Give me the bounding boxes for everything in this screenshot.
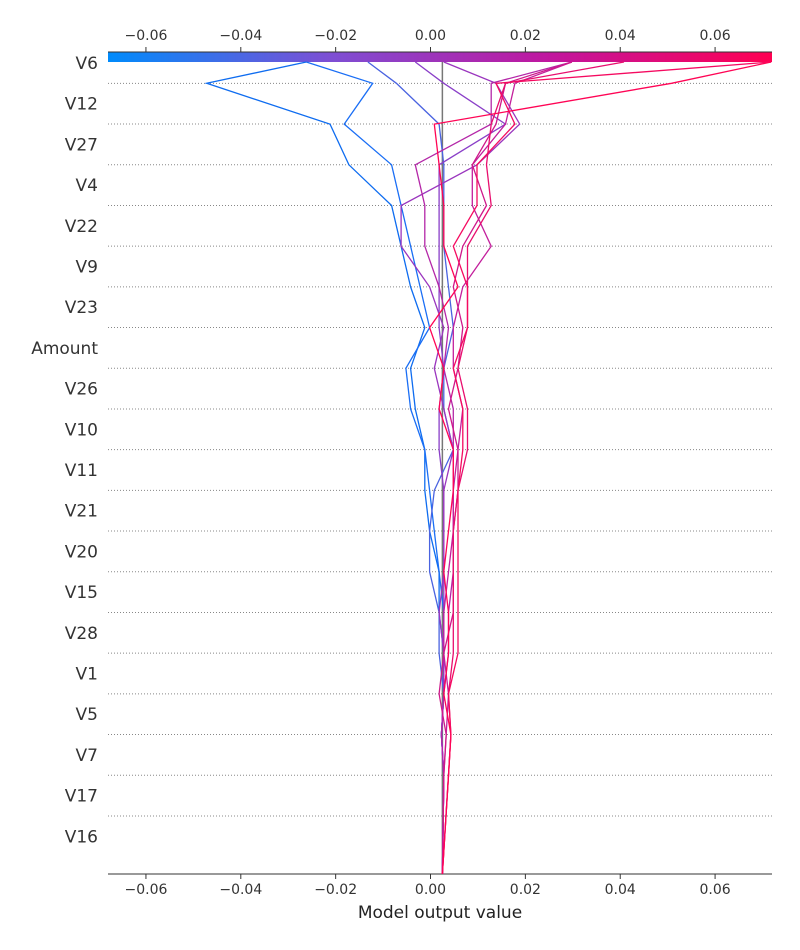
x-tick-label-top: −0.06	[124, 28, 167, 44]
decision-line	[441, 61, 573, 875]
decision-line	[400, 61, 521, 875]
feature-label: V5	[76, 705, 98, 725]
x-tick-label-top: −0.04	[219, 28, 262, 44]
x-tick-label: 0.06	[699, 882, 730, 898]
decision-line	[204, 61, 445, 875]
x-tick-label-top: 0.02	[510, 28, 541, 44]
x-tick-label-top: 0.06	[699, 28, 730, 44]
feature-label: Amount	[31, 339, 98, 359]
feature-label: V6	[76, 54, 98, 74]
x-tick-label: −0.02	[314, 882, 357, 898]
decision-lines	[204, 61, 772, 875]
decision-line	[441, 61, 772, 875]
feature-label: V21	[65, 502, 98, 522]
x-tick-label-top: 0.00	[415, 28, 446, 44]
x-tick-label: −0.06	[124, 882, 167, 898]
decision-line	[428, 61, 772, 875]
feature-label: V17	[65, 787, 98, 807]
feature-label: V4	[76, 176, 98, 196]
decision-line	[306, 61, 445, 875]
feature-label: V28	[65, 624, 98, 644]
feature-label: V27	[65, 135, 98, 155]
x-axis-label: Model output value	[358, 903, 522, 923]
decision-line	[438, 61, 573, 875]
feature-label: V7	[76, 746, 98, 766]
x-tick-label: −0.04	[219, 882, 262, 898]
feature-label: V12	[65, 95, 98, 115]
feature-label: V26	[65, 380, 98, 400]
feature-label: V11	[65, 461, 98, 481]
x-tick-label: 0.02	[510, 882, 541, 898]
feature-gridlines	[108, 82, 772, 817]
feature-label: V23	[65, 298, 98, 318]
decision-line	[441, 61, 625, 875]
colorbar	[108, 52, 772, 62]
x-tick-label: 0.04	[605, 882, 636, 898]
feature-label: V22	[65, 217, 98, 237]
x-tick-label-top: 0.04	[605, 28, 636, 44]
feature-label: V15	[65, 583, 98, 603]
colorbar-gradient	[108, 52, 772, 62]
feature-label: V1	[76, 665, 98, 685]
feature-label: V20	[65, 542, 98, 562]
x-tick-label-top: −0.02	[314, 28, 357, 44]
feature-label: V10	[65, 420, 98, 440]
feature-label: V16	[65, 827, 98, 847]
axes: −0.06 −0.06 −0.04 −0.04 −0.02 −0.02 0.00 0.00 0.…	[108, 28, 772, 898]
x-tick-label: 0.00	[415, 882, 446, 898]
feature-label: V9	[76, 258, 98, 278]
feature-labels: V6 V12 V27 V4 V22 V9 V23 Amount V26 V10 V11 V21 V20 V…	[31, 54, 98, 847]
